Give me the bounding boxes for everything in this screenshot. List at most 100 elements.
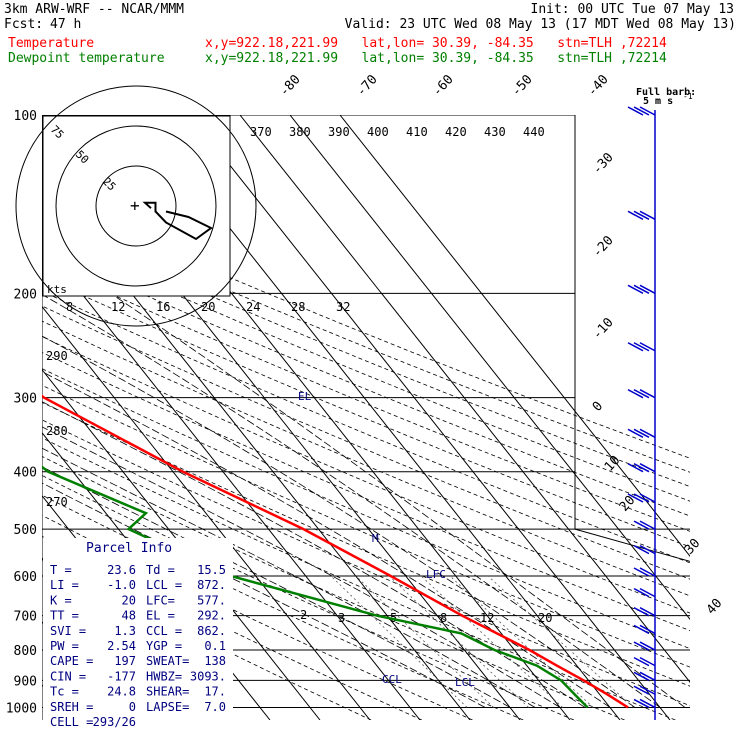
parcel-info-value: 48 xyxy=(122,609,136,623)
dry-adiabat xyxy=(42,208,690,473)
hodograph-units: kts xyxy=(47,283,67,296)
theta-label: 370 xyxy=(250,125,272,139)
dewpoint-line xyxy=(42,465,589,709)
wind-barb xyxy=(633,463,650,473)
parcel-info-value: 23.6 xyxy=(107,563,136,577)
wind-barb xyxy=(633,641,650,651)
isotherm-label: 20 xyxy=(617,493,639,515)
parcel-info-key: LAPSE= xyxy=(146,700,189,714)
level-marker: CCL xyxy=(382,673,402,686)
mixing-ratio-line xyxy=(330,575,468,708)
hodograph-origin: + xyxy=(130,196,140,215)
wind-barb xyxy=(639,698,656,709)
isotherm-label: 0 xyxy=(590,399,606,415)
wind-barb xyxy=(633,685,650,695)
barb-legend-title: Full barb: xyxy=(636,87,696,98)
moist-adiabat xyxy=(42,371,611,708)
mixing-ratio-line xyxy=(355,575,494,708)
isotherm-label: -30 xyxy=(590,150,617,177)
dry-adiabat xyxy=(42,455,625,720)
lower-axis-label: 32 xyxy=(336,300,350,314)
lower-axis-label: 20 xyxy=(201,300,215,314)
parcel-info-value: 577. xyxy=(197,593,226,607)
theta-label: 440 xyxy=(523,125,545,139)
left-theta-label: 280 xyxy=(46,424,68,438)
theta-label: 430 xyxy=(484,125,506,139)
wind-barb xyxy=(633,210,650,220)
lower-axis-label: 28 xyxy=(291,300,305,314)
wind-barb xyxy=(639,284,656,295)
isobar-label: 1000 xyxy=(6,701,37,716)
wind-barb xyxy=(633,520,650,530)
isobar-label: 600 xyxy=(14,570,37,585)
wind-barb xyxy=(633,493,650,503)
dewpoint-location: x,y=922.18,221.99 lat,lon= 30.39, -84.35… xyxy=(205,51,667,66)
isotherm-line xyxy=(289,115,690,621)
wind-barb xyxy=(639,671,656,681)
isotherm-label: -50 xyxy=(509,72,536,99)
temperature-line xyxy=(42,394,629,709)
wind-barb xyxy=(627,342,644,352)
parcel-info-value: 24.8 xyxy=(107,685,136,699)
wind-barb xyxy=(639,587,656,598)
moist-adiabat xyxy=(42,401,586,708)
wind-barb xyxy=(633,587,650,598)
isotherm-line xyxy=(239,115,690,684)
wind-barb xyxy=(633,284,650,295)
hodograph-ring xyxy=(55,125,217,287)
forecast-hours: 47 h xyxy=(50,17,82,32)
lower-axis-label: 8 xyxy=(66,300,73,314)
wind-barb xyxy=(633,342,650,352)
mixing-ratio-label: 20 xyxy=(538,611,552,625)
isotherm-label: -70 xyxy=(354,72,381,99)
parcel-info-value: 17. xyxy=(204,685,226,699)
parcel-info-key: CIN = xyxy=(50,669,86,683)
parcel-info-key: SHEAR= xyxy=(146,685,189,699)
left-theta-label: 270 xyxy=(46,495,68,509)
wind-barb xyxy=(639,544,656,555)
wind-barb xyxy=(627,428,644,438)
parcel-info-key: CELL = xyxy=(50,715,93,729)
temperature-location: x,y=922.18,221.99 lat,lon= 30.39, -84.35… xyxy=(205,36,667,51)
level-marker: M xyxy=(372,532,379,545)
isotherm-label: -20 xyxy=(590,233,617,260)
dry-adiabat xyxy=(42,320,690,597)
dry-adiabat xyxy=(42,221,690,487)
wind-barb xyxy=(639,641,656,651)
isotherm-label: -40 xyxy=(585,72,612,99)
parcel-info-key: CCL = xyxy=(146,624,182,638)
parcel-info-key: T = xyxy=(50,563,72,577)
parcel-info-key: PW = xyxy=(50,639,79,653)
wind-barb xyxy=(627,389,644,399)
wind-barb xyxy=(639,463,656,473)
parcel-info-key: EL = xyxy=(146,609,175,623)
parcel-info-value: 7.0 xyxy=(204,700,226,714)
moist-adiabat xyxy=(42,293,661,708)
wind-barb xyxy=(639,342,656,352)
moist-adiabat xyxy=(42,466,511,708)
wind-barb xyxy=(633,698,650,709)
dewpoint-legend: Dewpoint temperature xyxy=(8,51,165,66)
parcel-info-value: 3093. xyxy=(190,669,226,683)
wind-barb xyxy=(639,520,656,530)
mixing-ratio-line xyxy=(487,575,634,708)
dry-adiabat xyxy=(42,336,690,614)
mixing-ratio-line xyxy=(420,575,563,708)
parcel-info-value: -1.0 xyxy=(107,578,136,592)
wind-barb xyxy=(639,567,656,577)
wind-barb xyxy=(639,106,656,116)
mixing-ratio-label: 3 xyxy=(338,611,345,625)
isotherm-line xyxy=(189,115,671,720)
wind-barb xyxy=(627,210,644,220)
parcel-info-value: 293/26 xyxy=(93,715,136,729)
isotherm-label: -10 xyxy=(590,315,617,342)
isobar-label: 700 xyxy=(14,610,37,625)
hodograph-ring xyxy=(95,165,177,247)
theta-label: 380 xyxy=(289,125,311,139)
dry-adiabat xyxy=(42,262,690,532)
theta-label: 410 xyxy=(406,125,428,139)
dry-adiabat xyxy=(42,276,690,548)
parcel-info-value: -177 xyxy=(107,669,136,683)
temperature-legend: Temperature xyxy=(8,36,95,51)
isobar-label: 200 xyxy=(14,287,37,302)
